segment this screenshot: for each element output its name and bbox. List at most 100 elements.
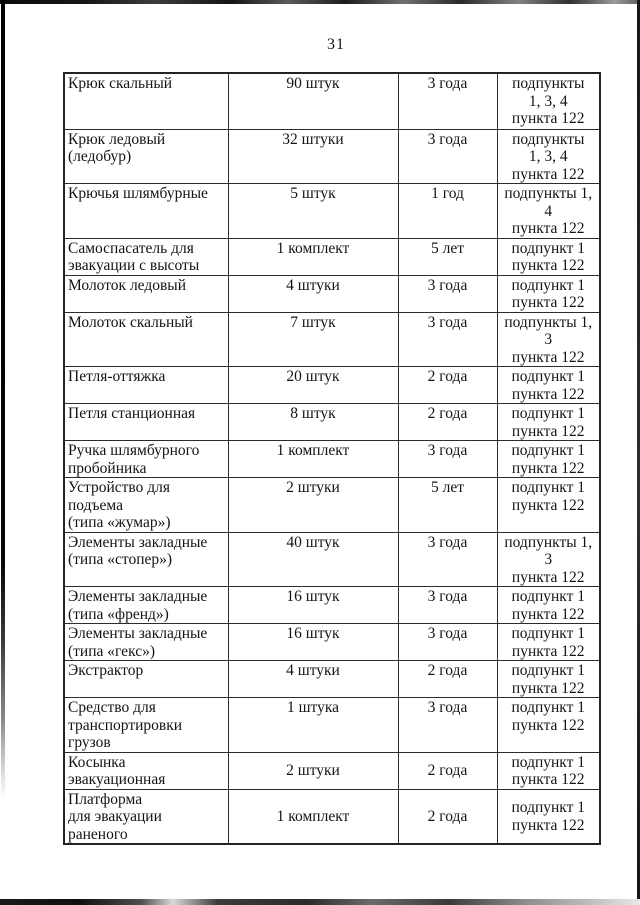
cell-line: пункта 122 — [511, 165, 585, 183]
cell-line: подпункт 1 — [511, 405, 586, 422]
cell-line: 1 штука — [286, 699, 340, 716]
cell-item-name: Петля станционная — [63, 403, 229, 441]
cell-line: пункта 122 — [511, 348, 585, 366]
cell-line: Элементы закладные — [68, 588, 208, 605]
cell-line: пункта 122 — [511, 679, 585, 697]
cell-line: подпункты — [512, 130, 585, 148]
cell-item-name: Экстрактор — [63, 660, 229, 698]
cell-quantity: 8 штук — [227, 403, 399, 441]
cell-line: подпункт 1 — [511, 479, 586, 496]
cell-line: эвакуации с высоты — [68, 257, 200, 274]
cell-line: 2 года — [427, 808, 468, 825]
cell-line: 7 штук — [290, 313, 336, 331]
table-row: Ручка шлямбурного пробойника 1 комплект 3 г… — [63, 440, 601, 478]
cell-line: пункта 122 — [511, 294, 585, 311]
equipment-table-body: Крюк скальный 90 штук 3 года подпункты 1, 3,… — [63, 72, 601, 845]
cell-line: Крюк ледовый (ледобур) — [68, 130, 166, 166]
cell-line: 90 штук — [286, 75, 340, 92]
cell-line: пункта 122 — [511, 385, 585, 403]
table-row: Косынка эвакуационная 2 штуки 2 года подпун… — [63, 751, 601, 790]
cell-line: 5 лет — [430, 479, 464, 496]
cell-quantity: 1 штука — [227, 697, 399, 753]
cell-line: (типа «жумар») — [68, 514, 171, 531]
cell-service-term: 5 лет — [397, 237, 498, 276]
cell-line: Косынка эвакуационная — [68, 753, 166, 789]
table-row: Молоток скальный 7 штук 3 года подпункты 1,… — [63, 311, 601, 367]
cell-line: 2 года — [427, 405, 468, 422]
cell-line: 3 года — [427, 588, 468, 605]
cell-line: 3 года — [427, 442, 468, 459]
cell-line: подпункт 1 — [511, 368, 586, 385]
cell-service-term: 2 года — [397, 366, 498, 404]
table-row: Крюк скальный 90 штук 3 года подпункты 1, 3,… — [63, 72, 601, 130]
cell-service-term: 3 года — [397, 586, 498, 624]
cell-service-term: 2 года — [397, 403, 498, 441]
cell-line: 2 года — [427, 762, 468, 780]
cell-line: подпункт 1 — [511, 799, 586, 817]
cell-line: 1, 3, 4 — [528, 92, 568, 110]
cell-service-term: 3 года — [397, 128, 498, 184]
cell-line: подпункт 1 — [511, 588, 586, 605]
cell-line: 1 год — [431, 185, 464, 202]
page-number: 31 — [327, 36, 345, 53]
cell-quantity: 7 штук — [227, 311, 399, 367]
cell-regulation-reference: подпункты 1, 3, 4 пункта 122 — [496, 72, 601, 130]
cell-line: 3 года — [427, 75, 468, 92]
cell-line: 1 комплект — [276, 808, 350, 825]
cell-line: подпункт 1 — [511, 442, 586, 459]
cell-line: 5 лет — [430, 239, 464, 257]
cell-line: Платформа — [68, 790, 143, 808]
table-row: Элементы закладные (типа «стопер») 40 штук… — [63, 531, 601, 587]
cell-regulation-reference: подпункт 1 пункта 122 — [496, 477, 601, 533]
cell-regulation-reference: подпункт 1 пункта 122 — [496, 237, 601, 276]
table-row: Устройство для подъема (типа «жумар») 2 шт… — [63, 477, 601, 533]
cell-service-term: 2 года — [397, 788, 498, 845]
cell-service-term: 3 года — [397, 623, 498, 661]
cell-line: 1, 3, 4 — [528, 148, 568, 165]
cell-quantity: 2 штуки — [227, 751, 399, 790]
cell-line: 1 комплект — [276, 239, 350, 257]
cell-line: пункта 122 — [511, 816, 585, 834]
cell-line: пункта 122 — [511, 110, 585, 127]
cell-line: 3 года — [427, 533, 468, 551]
cell-line: 2 штуки — [286, 762, 340, 780]
cell-line: 2 года — [427, 368, 468, 385]
scan-edge-bottom — [0, 899, 640, 905]
cell-service-term: 5 лет — [397, 477, 498, 533]
cell-line: пробойника — [68, 459, 147, 477]
cell-regulation-reference: подпункт 1 пункта 122 — [496, 697, 601, 753]
cell-line: 2 штуки — [286, 479, 340, 496]
cell-line: 16 штук — [286, 588, 340, 605]
cell-line: подпункт 1 — [511, 699, 586, 716]
cell-item-name: Самоспасатель для эвакуации с высоты — [63, 237, 229, 276]
cell-quantity: 20 штук — [227, 366, 399, 404]
cell-regulation-reference: подпункты 1, 3 пункта 122 — [496, 531, 601, 587]
cell-line: 3 года — [427, 699, 468, 716]
cell-quantity: 4 штуки — [227, 660, 399, 698]
cell-regulation-reference: подпункты 1, 4 пункта 122 — [496, 183, 601, 239]
cell-line: Крюк скальный — [68, 75, 173, 92]
cell-line: 32 штуки — [282, 130, 344, 148]
cell-line: пункта 122 — [511, 716, 585, 734]
cell-line: (типа «френд») — [68, 605, 169, 623]
cell-quantity: 16 штук — [227, 586, 399, 624]
table-row: Платформа для эвакуации раненого 1 комплек… — [63, 788, 601, 845]
cell-line: 4 штуки — [286, 662, 340, 679]
cell-line: Элементы закладные — [68, 533, 208, 551]
cell-line: Элементы закладные — [68, 625, 208, 642]
cell-item-name: Ручка шлямбурного пробойника — [63, 440, 229, 478]
cell-line: 1 комплект — [276, 442, 350, 459]
cell-line: для эвакуации раненого — [68, 808, 162, 843]
cell-line: Самоспасатель для — [68, 239, 194, 257]
cell-service-term: 2 года — [397, 751, 498, 790]
cell-line: 20 штук — [286, 368, 340, 385]
cell-service-term: 2 года — [397, 660, 498, 698]
cell-regulation-reference: подпункт 1 пункта 122 — [496, 751, 601, 790]
cell-item-name: Косынка эвакуационная — [63, 751, 229, 790]
cell-line: 8 штук — [290, 405, 336, 422]
cell-quantity: 1 комплект — [227, 237, 399, 276]
cell-line: 40 штук — [286, 533, 340, 551]
table-row: Самоспасатель для эвакуации с высоты 1 ком… — [63, 237, 601, 276]
cell-item-name: Средство для транспортировки грузов — [63, 697, 229, 753]
